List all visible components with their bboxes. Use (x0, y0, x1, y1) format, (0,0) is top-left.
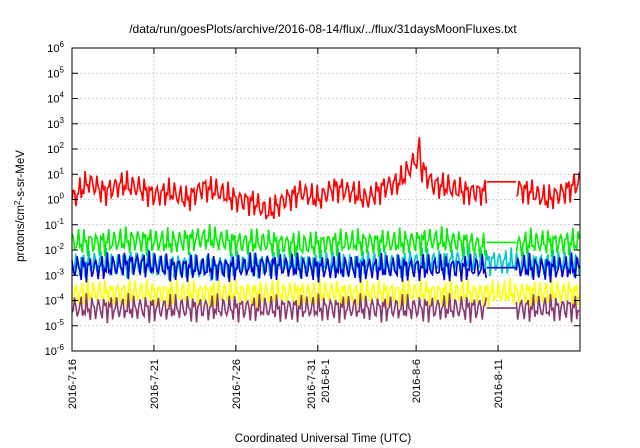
series-line (71, 293, 488, 324)
x-tick-label: 2016-8-11 (493, 359, 505, 408)
y-tick-base: 10 (47, 43, 59, 55)
x-tick-label: 2016-8-1 (320, 359, 332, 403)
y-tick-exponent: 5 (60, 65, 65, 74)
y-tick-base: 10 (45, 270, 57, 282)
y-tick-label: 100 (47, 192, 64, 207)
y-tick-label: 10-5 (45, 318, 65, 333)
series-line (71, 277, 581, 309)
y-tick-exponent: -3 (57, 267, 65, 276)
series-line (71, 223, 488, 259)
y-tick-label: 10-1 (45, 217, 65, 232)
y-tick-label: 10-4 (45, 293, 65, 308)
x-tick-label: 2016-7-16 (67, 359, 79, 409)
y-tick-base: 10 (47, 195, 59, 207)
y-tick-exponent: -1 (57, 217, 65, 226)
y-tick-label: 105 (47, 65, 64, 80)
x-tick-label: 2016-7-21 (149, 359, 161, 409)
series-line (515, 227, 581, 258)
series-line (515, 294, 580, 323)
y-tick-exponent: 3 (60, 116, 65, 125)
y-axis-label-tail: -s-sr-MeV (15, 150, 27, 201)
y-tick-label: 10-6 (45, 343, 65, 358)
y-tick-base: 10 (45, 346, 57, 358)
y-tick-label: 10-2 (45, 242, 65, 257)
y-axis-label-text: protons/cm (15, 205, 27, 262)
y-axis: 10-610-510-410-310-210-11001011021031041… (45, 40, 580, 358)
y-tick-base: 10 (45, 245, 57, 257)
y-tick-exponent: -2 (57, 242, 65, 251)
x-tick-label: 2016-7-26 (231, 359, 243, 409)
y-tick-base: 10 (47, 94, 59, 106)
series-line (515, 252, 581, 283)
y-axis-label: protons/cm2-s-sr-MeV (13, 150, 27, 262)
y-tick-exponent: 4 (60, 91, 65, 100)
y-tick-base: 10 (47, 119, 59, 131)
y-tick-label: 103 (47, 116, 64, 131)
y-tick-base: 10 (45, 321, 57, 333)
chart-series (71, 136, 581, 324)
y-tick-label: 101 (47, 166, 64, 181)
y-tick-label: 106 (47, 40, 64, 55)
series-line (71, 136, 488, 220)
y-tick-base: 10 (47, 169, 59, 181)
y-tick-label: 10-3 (45, 267, 65, 282)
x-axis: 2016-7-16 2016-7-21 2016-7-26 2016-7-31 2016… (67, 48, 505, 409)
y-tick-base: 10 (45, 296, 57, 308)
y-tick-exponent: -6 (57, 343, 65, 352)
series-line (515, 172, 581, 210)
x-axis-label: Coordinated Universal Time (UTC) (235, 433, 412, 445)
y-tick-label: 104 (47, 91, 64, 106)
y-tick-base: 10 (47, 68, 59, 80)
y-tick-base: 10 (47, 144, 59, 156)
y-tick-exponent: -4 (57, 293, 65, 302)
y-tick-exponent: 1 (60, 166, 65, 175)
y-tick-exponent: 2 (60, 141, 65, 150)
x-tick-label: 2016-7-31 (306, 359, 318, 409)
series-line (71, 250, 488, 283)
y-tick-base: 10 (45, 220, 57, 232)
chart-title: /data/run/goesPlots/archive/2016-08-14/f… (129, 22, 517, 36)
y-tick-exponent: 0 (60, 192, 65, 201)
y-axis-label-superscript: 2 (13, 200, 22, 205)
y-tick-exponent: 6 (60, 40, 65, 49)
y-tick-exponent: -5 (57, 318, 65, 327)
y-tick-label: 102 (47, 141, 64, 156)
x-tick-label: 2016-8-6 (411, 359, 423, 403)
